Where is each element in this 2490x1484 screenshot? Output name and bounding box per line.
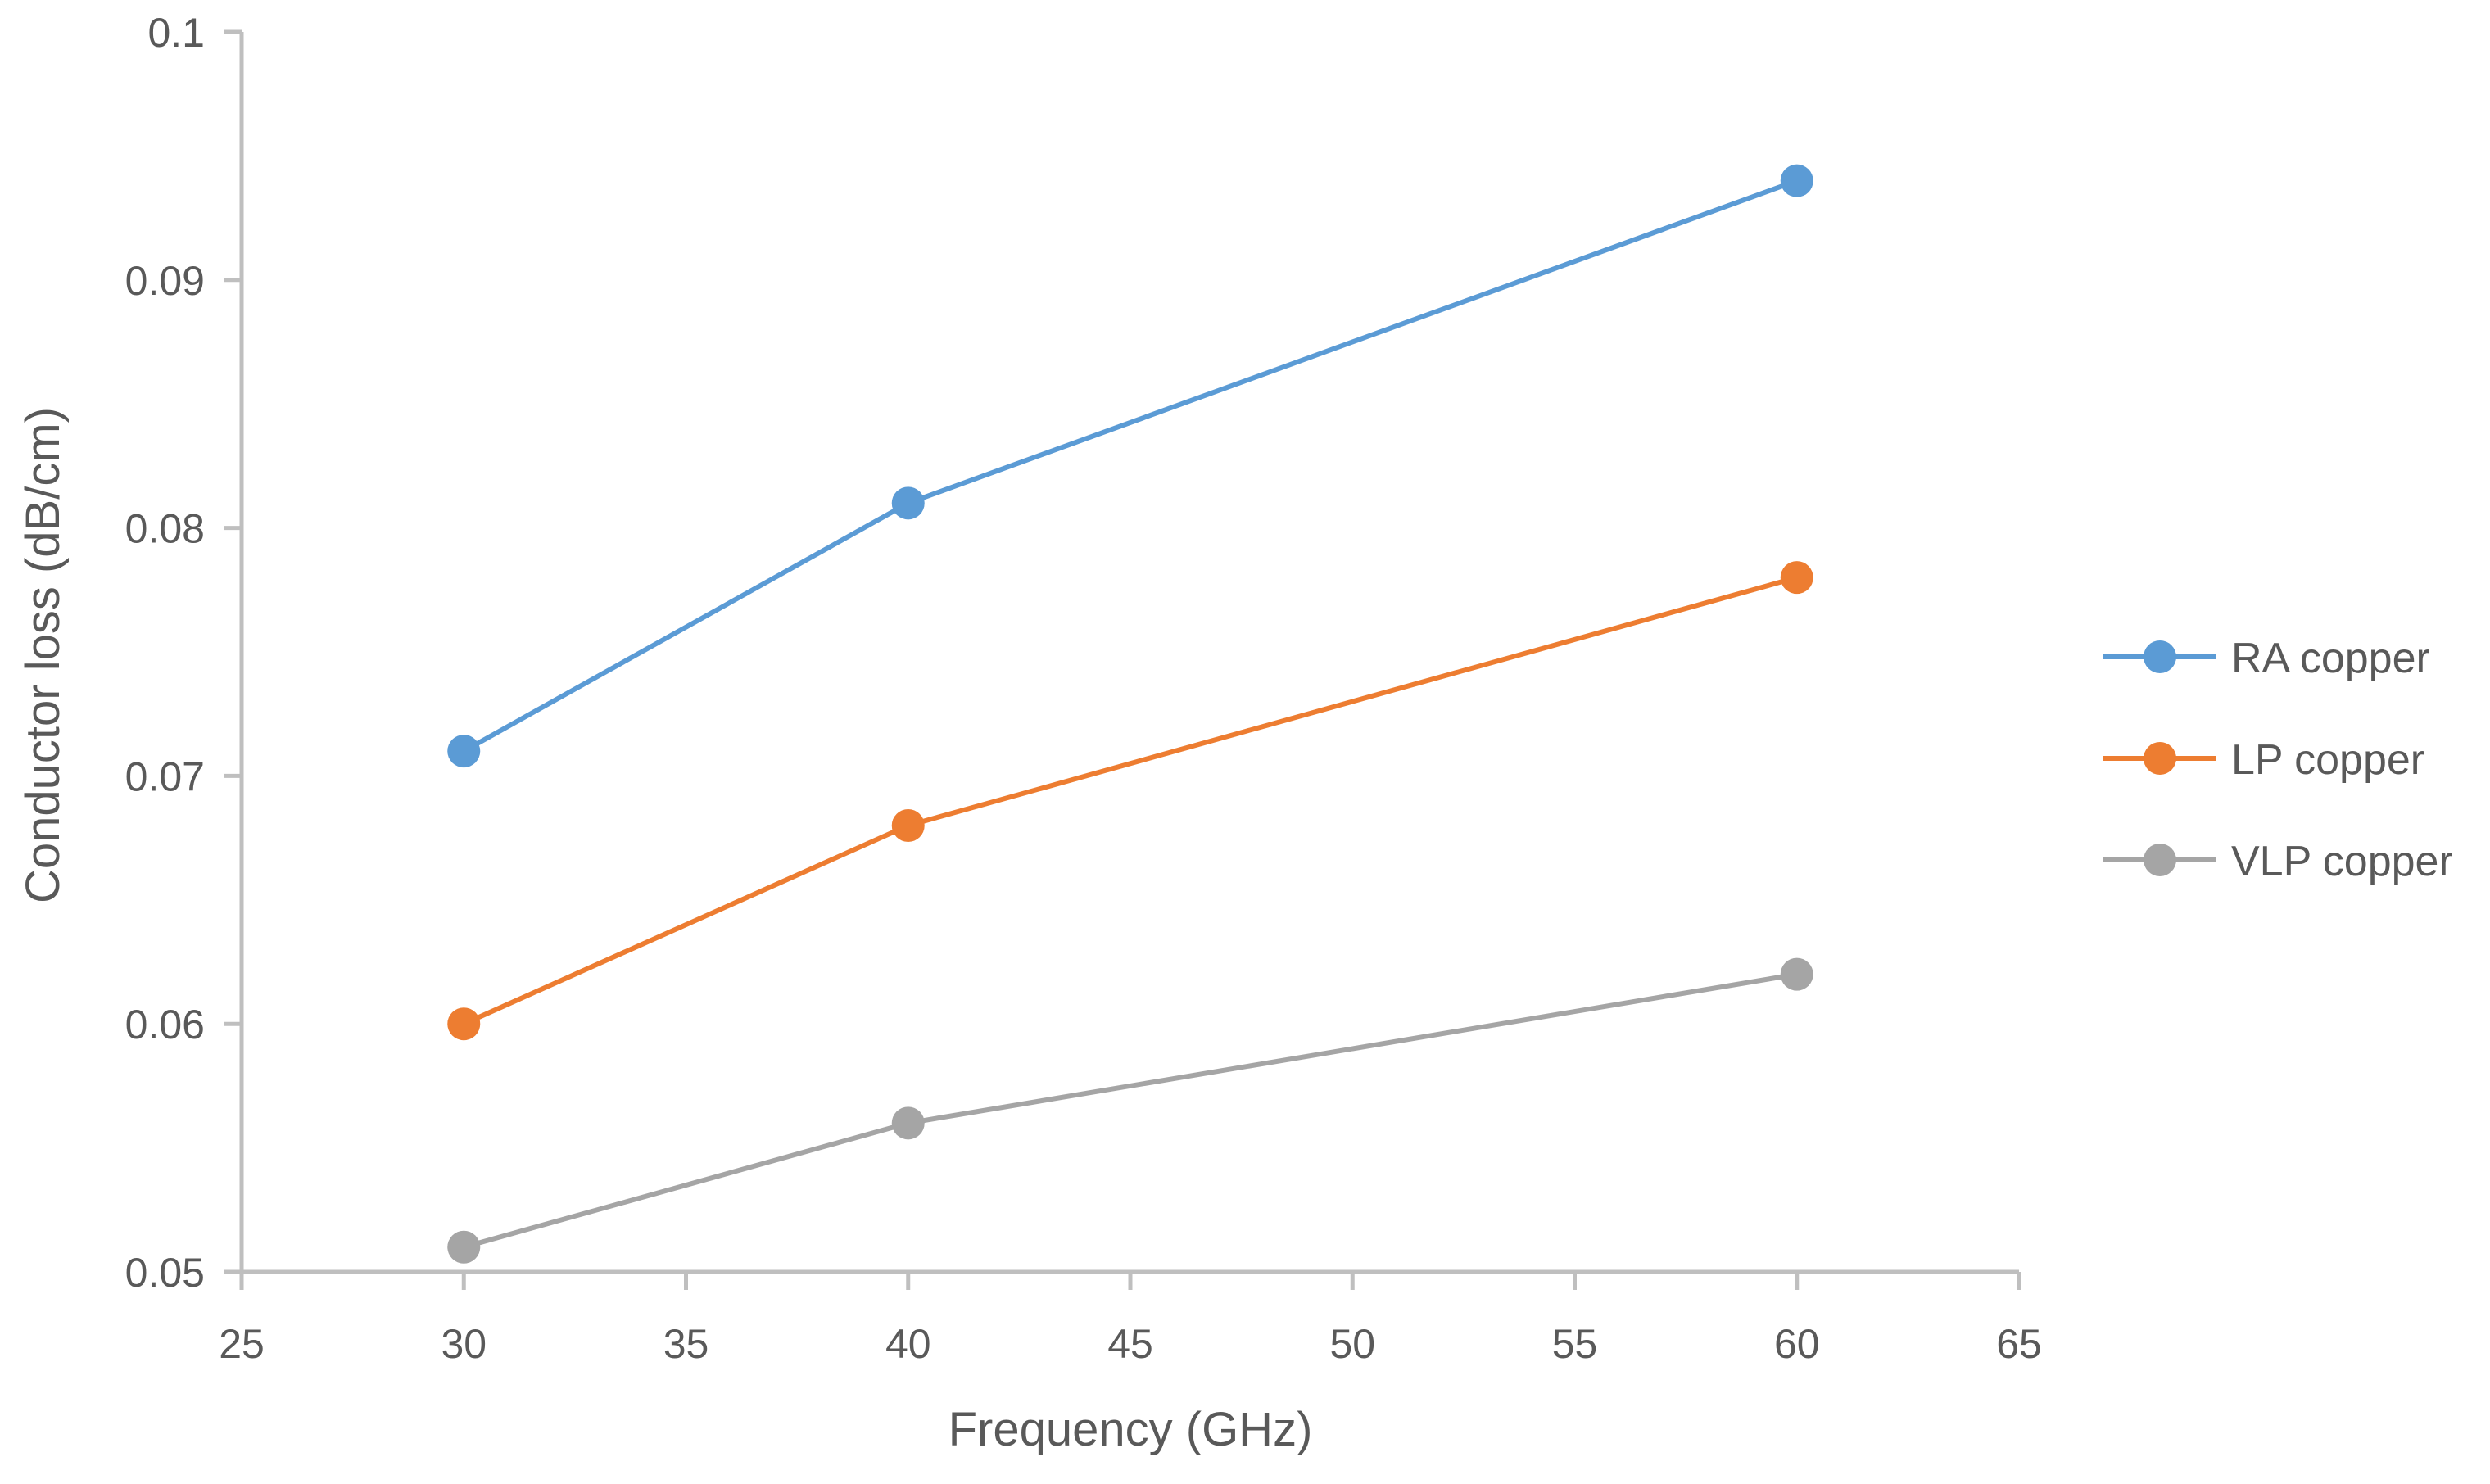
- x-tick-label: 30: [441, 1321, 487, 1367]
- series-vlp-copper: [447, 957, 1813, 1264]
- legend-marker-icon: [2144, 640, 2176, 673]
- legend: RA copper LP copper VLP copper: [2103, 635, 2453, 885]
- data-point-marker[interactable]: [1780, 164, 1813, 197]
- x-tick-label: 60: [1774, 1321, 1820, 1367]
- y-axis-title: Conductor loss (dB/cm): [16, 407, 70, 903]
- x-tick-label: 35: [663, 1321, 709, 1367]
- legend-item-ra-copper[interactable]: RA copper: [2103, 635, 2430, 682]
- legend-label: VLP copper: [2231, 838, 2453, 885]
- series-group: [447, 164, 1813, 1264]
- tick-labels: 0.05 0.06 0.07 0.08 0.09 0.1 25 30 35 40 45 50 55 60 6…: [125, 10, 2042, 1367]
- data-point-marker[interactable]: [1780, 561, 1813, 595]
- data-point-marker[interactable]: [891, 808, 925, 842]
- x-axis-title: Frequency (GHz): [948, 1403, 1313, 1456]
- data-point-marker[interactable]: [447, 735, 481, 768]
- x-tick-label: 65: [1996, 1321, 2042, 1367]
- data-point-marker[interactable]: [447, 1230, 481, 1264]
- axes: [224, 29, 2021, 1290]
- y-tick-label: 0.05: [125, 1250, 205, 1296]
- x-tick-label: 45: [1107, 1321, 1153, 1367]
- x-tick-label: 40: [885, 1321, 931, 1367]
- x-tick-label: 25: [219, 1321, 265, 1367]
- legend-label: LP copper: [2231, 736, 2424, 784]
- series-line: [463, 575, 1798, 1026]
- series-ra-copper: [447, 164, 1813, 768]
- y-tick-label: 0.09: [125, 258, 205, 304]
- series-line: [463, 971, 1798, 1250]
- data-point-marker[interactable]: [891, 486, 925, 520]
- y-tick-label: 0.08: [125, 506, 205, 552]
- legend-marker-icon: [2144, 844, 2176, 876]
- y-tick-label: 0.1: [147, 10, 205, 56]
- series-line: [462, 178, 1798, 753]
- x-tick-label: 55: [1552, 1321, 1598, 1367]
- legend-item-lp-copper[interactable]: LP copper: [2103, 736, 2424, 784]
- x-tick-label: 50: [1329, 1321, 1375, 1367]
- data-point-marker[interactable]: [447, 1007, 481, 1041]
- series-lp-copper: [447, 561, 1813, 1041]
- data-point-marker[interactable]: [1780, 957, 1813, 991]
- legend-label: RA copper: [2231, 635, 2430, 682]
- data-point-marker[interactable]: [891, 1106, 925, 1140]
- legend-item-vlp-copper[interactable]: VLP copper: [2103, 838, 2453, 885]
- y-tick-label: 0.06: [125, 1002, 205, 1047]
- y-tick-label: 0.07: [125, 753, 205, 799]
- legend-marker-icon: [2144, 742, 2176, 775]
